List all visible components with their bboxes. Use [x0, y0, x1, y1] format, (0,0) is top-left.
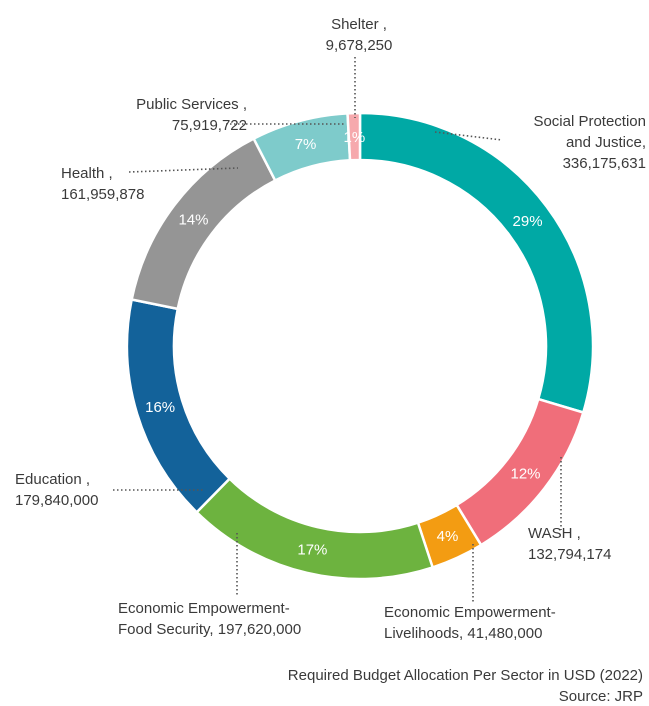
slice-label-shelter: 9,678,250: [326, 37, 393, 54]
chart-caption-title: Required Budget Allocation Per Sector in…: [288, 667, 643, 684]
slice-economic-empowerment-food-security: [194, 476, 435, 581]
slice-label-economic-empowerment-food-security: Economic Empowerment-: [118, 600, 290, 617]
slice-social-protection-and-justice: [358, 111, 595, 415]
percent-labels: 29% 12% 4% 17% 16% 14% 7% 1%: [145, 129, 542, 558]
slice-label-economic-empowerment-livelihoods: Livelihoods, 41,480,000: [384, 625, 542, 642]
slice-label-social-protection-and-justice: 336,175,631: [563, 155, 646, 172]
percent-label-health: 14%: [178, 212, 208, 229]
leader-lines: [113, 57, 562, 603]
donut-slices: [125, 111, 595, 581]
slice-label-health: Health ,: [61, 165, 113, 182]
slice-label-shelter: Shelter ,: [331, 16, 387, 33]
percent-label-social-protection-and-justice: 29%: [513, 213, 543, 230]
percent-label-economic-empowerment-food-security: 17%: [297, 542, 327, 559]
slice-label-social-protection-and-justice: and Justice,: [566, 134, 646, 151]
slice-label-public-services: Public Services ,: [136, 96, 247, 113]
percent-label-education: 16%: [145, 399, 175, 416]
slice-label-wash: 132,794,174: [528, 546, 611, 563]
slice-label-health: 161,959,878: [61, 186, 144, 203]
slice-label-economic-empowerment-livelihoods: Economic Empowerment-: [384, 604, 556, 621]
slice-label-social-protection-and-justice: Social Protection: [533, 113, 646, 130]
slice-labels: Social Protection and Justice, 336,175,631…: [15, 16, 646, 642]
slice-label-education: 179,840,000: [15, 492, 98, 509]
percent-label-shelter: 1%: [344, 129, 366, 146]
percent-label-economic-empowerment-livelihoods: 4%: [437, 528, 459, 545]
slice-label-economic-empowerment-food-security: Food Security, 197,620,000: [118, 621, 301, 638]
slice-education: [125, 298, 232, 514]
percent-label-wash: 12%: [510, 466, 540, 483]
slice-label-education: Education ,: [15, 471, 90, 488]
chart-caption-source: Source: JRP: [559, 688, 643, 705]
slice-shelter: [346, 111, 362, 162]
percent-label-public-services: 7%: [295, 136, 317, 153]
leader-line-social-protection-and-justice: [434, 131, 503, 141]
slice-label-wash: WASH ,: [528, 525, 581, 542]
slice-label-public-services: 75,919,722: [172, 117, 247, 134]
